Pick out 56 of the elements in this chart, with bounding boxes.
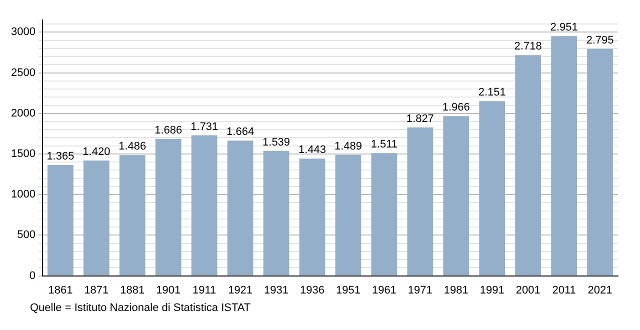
bar: [479, 101, 506, 276]
x-tick-label: 1971: [408, 284, 432, 296]
bar: [515, 55, 542, 276]
data-label: 1.731: [190, 120, 218, 133]
y-tick-label: 1000: [10, 188, 36, 201]
source-note: Quelle = Istituto Nazionale di Statistica ISTAT: [30, 302, 251, 314]
data-label: 1.539: [262, 136, 290, 148]
data-label: 1.365: [46, 150, 74, 162]
bar: [407, 127, 434, 276]
x-tick-label: 1901: [156, 284, 181, 296]
y-tick-label: 2500: [10, 66, 36, 79]
x-tick-label: 1911: [192, 284, 216, 296]
bar: [335, 154, 362, 276]
bar: [119, 155, 146, 276]
x-tick-label: 1951: [336, 284, 360, 296]
bar: [48, 164, 74, 276]
bar: [443, 116, 470, 276]
y-tick-label: 3000: [10, 26, 36, 38]
bar: [263, 150, 290, 276]
data-label: 2.951: [550, 22, 578, 34]
data-label: 1.420: [82, 146, 110, 158]
bar: [587, 48, 613, 276]
data-label: 1.486: [118, 140, 146, 153]
data-label: 1.827: [406, 112, 434, 125]
x-tick-label: 1931: [264, 284, 289, 296]
data-label: 1.511: [370, 138, 398, 151]
x-tick-label: 1936: [300, 284, 324, 296]
bar: [371, 153, 398, 276]
x-tick-label: 1991: [480, 284, 504, 296]
data-label: 1.489: [334, 140, 362, 152]
bar: [83, 160, 110, 276]
y-tick-label: 0: [29, 270, 36, 282]
x-tick-label: 1921: [228, 284, 253, 296]
x-tick-label: 1961: [372, 284, 396, 296]
y-tick-label: 500: [17, 229, 36, 242]
data-label: 1.686: [154, 124, 182, 136]
data-label: 2.795: [586, 34, 614, 46]
data-label: 1.664: [226, 126, 254, 138]
bar: [551, 36, 577, 276]
x-tick-label: 1881: [120, 284, 145, 296]
bar: [299, 158, 326, 276]
bar: [191, 135, 218, 276]
data-label: 1.966: [442, 102, 470, 114]
bar: [227, 140, 254, 276]
data-label: 1.443: [298, 144, 326, 156]
data-label: 2.151: [478, 86, 506, 99]
x-tick-label: 1871: [84, 284, 109, 296]
x-tick-label: 1981: [444, 284, 468, 296]
x-tick-label: 2011: [552, 284, 576, 296]
data-label: 2.718: [514, 40, 542, 53]
bar: [155, 138, 182, 276]
x-tick-label: 2001: [516, 284, 540, 296]
y-tick-label: 2000: [10, 107, 36, 120]
x-tick-label: 1861: [48, 284, 73, 296]
y-tick-label: 1500: [10, 148, 36, 160]
x-tick-label: 2021: [588, 284, 612, 296]
